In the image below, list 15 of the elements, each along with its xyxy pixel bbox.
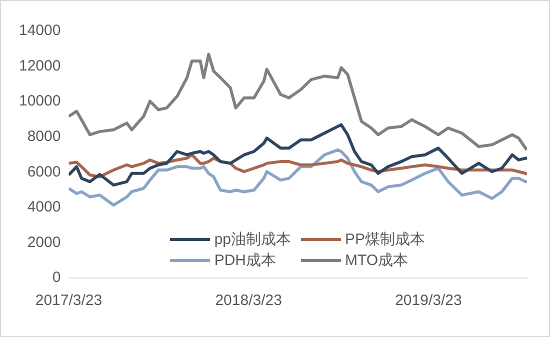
legend-label: PP煤制成本 bbox=[345, 230, 426, 249]
y-tick-label: 8000 bbox=[27, 128, 61, 145]
x-tick-label: 2019/3/23 bbox=[395, 292, 462, 310]
y-tick-label: 14000 bbox=[18, 22, 61, 40]
y-tick-label: 6000 bbox=[27, 163, 61, 180]
y-tick-label: 12000 bbox=[18, 57, 61, 74]
legend-label: PDH成本 bbox=[214, 251, 276, 270]
x-tick-label: 2018/3/23 bbox=[215, 292, 282, 310]
legend-label: MTO成本 bbox=[345, 251, 408, 270]
y-tick-label: 2000 bbox=[27, 234, 61, 251]
y-tick-label: 4000 bbox=[27, 198, 61, 216]
y-tick-label: 0 bbox=[52, 269, 61, 286]
x-tick-label: 2017/3/23 bbox=[35, 292, 102, 310]
y-tick-label: 10000 bbox=[18, 92, 61, 110]
legend-label: pp油制成本 bbox=[214, 230, 292, 249]
